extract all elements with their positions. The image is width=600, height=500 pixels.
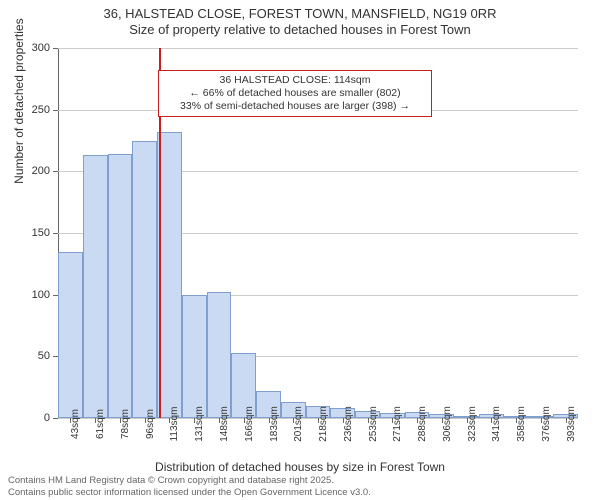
histogram-bar: [108, 154, 133, 418]
histogram-bar: [207, 292, 232, 418]
histogram-bar: [132, 141, 157, 419]
annotation-line-2: ← 66% of detached houses are smaller (80…: [165, 87, 425, 100]
y-tick-label: 50: [10, 350, 50, 362]
y-tick-label: 250: [10, 104, 50, 116]
chart-container: 36, HALSTEAD CLOSE, FOREST TOWN, MANSFIE…: [0, 0, 600, 500]
title-line-1: 36, HALSTEAD CLOSE, FOREST TOWN, MANSFIE…: [0, 6, 600, 22]
y-tick-mark: [53, 418, 58, 419]
footer-line-2: Contains public sector information licen…: [8, 487, 371, 498]
y-tick-label: 150: [10, 227, 50, 239]
plot-area: 43sqm61sqm78sqm96sqm113sqm131sqm148sqm16…: [58, 48, 578, 418]
x-axis-label: Distribution of detached houses by size …: [0, 460, 600, 474]
histogram-bar: [157, 132, 182, 418]
y-tick-label: 100: [10, 289, 50, 301]
annotation-line-3: 33% of semi-detached houses are larger (…: [165, 100, 425, 113]
annotation-callout: 36 HALSTEAD CLOSE: 114sqm← 66% of detach…: [158, 70, 432, 117]
footer-line-1: Contains HM Land Registry data © Crown c…: [8, 475, 371, 486]
histogram-bar: [83, 155, 108, 418]
y-tick-label: 200: [10, 165, 50, 177]
title-line-2: Size of property relative to detached ho…: [0, 22, 600, 38]
footer-attribution: Contains HM Land Registry data © Crown c…: [8, 475, 371, 498]
histogram-bar: [58, 252, 83, 419]
histogram-bar: [182, 295, 207, 418]
annotation-line-1: 36 HALSTEAD CLOSE: 114sqm: [165, 74, 425, 87]
chart-title: 36, HALSTEAD CLOSE, FOREST TOWN, MANSFIE…: [0, 0, 600, 39]
y-tick-label: 300: [10, 42, 50, 54]
y-tick-label: 0: [10, 412, 50, 424]
